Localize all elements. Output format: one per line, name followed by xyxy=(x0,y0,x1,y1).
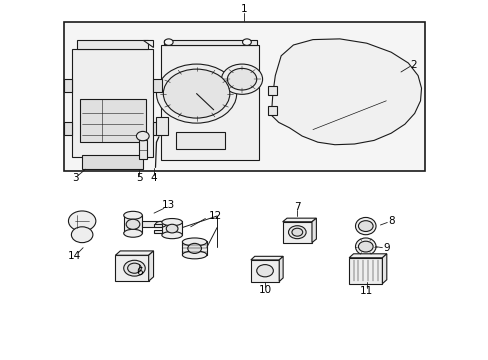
Bar xyxy=(161,45,259,160)
Circle shape xyxy=(164,39,173,45)
Polygon shape xyxy=(115,251,153,255)
Circle shape xyxy=(71,227,93,243)
Circle shape xyxy=(358,221,372,231)
Polygon shape xyxy=(348,254,386,258)
Text: 12: 12 xyxy=(208,211,222,221)
Circle shape xyxy=(187,243,201,253)
Text: 10: 10 xyxy=(258,285,271,295)
Circle shape xyxy=(123,260,145,276)
Bar xyxy=(267,106,276,115)
Polygon shape xyxy=(279,256,283,282)
Bar xyxy=(162,221,182,235)
Polygon shape xyxy=(382,254,386,284)
Circle shape xyxy=(156,64,236,123)
Bar xyxy=(139,140,146,159)
Bar xyxy=(153,224,162,227)
Circle shape xyxy=(127,263,141,273)
Polygon shape xyxy=(250,256,283,260)
Bar xyxy=(80,99,145,142)
Circle shape xyxy=(221,64,262,94)
Circle shape xyxy=(68,211,96,231)
Bar xyxy=(63,122,72,135)
Polygon shape xyxy=(271,39,421,145)
Text: 13: 13 xyxy=(162,200,175,210)
Circle shape xyxy=(291,228,302,236)
Bar xyxy=(267,86,276,95)
Ellipse shape xyxy=(162,219,182,226)
Bar xyxy=(153,79,162,92)
Bar xyxy=(348,258,382,284)
Text: 14: 14 xyxy=(68,251,81,261)
Bar xyxy=(63,79,72,92)
Text: 9: 9 xyxy=(382,243,389,253)
Bar xyxy=(153,230,162,233)
Circle shape xyxy=(227,68,256,90)
Ellipse shape xyxy=(123,211,142,219)
Text: 7: 7 xyxy=(293,202,300,212)
Text: 5: 5 xyxy=(136,173,142,183)
Bar xyxy=(77,40,148,49)
Text: 1: 1 xyxy=(241,4,247,14)
Circle shape xyxy=(166,224,178,233)
Ellipse shape xyxy=(355,238,375,255)
Circle shape xyxy=(136,131,149,141)
Circle shape xyxy=(242,39,251,45)
Ellipse shape xyxy=(123,229,142,237)
Bar xyxy=(63,22,425,171)
Bar xyxy=(123,215,142,233)
Circle shape xyxy=(126,219,140,229)
Polygon shape xyxy=(311,218,316,243)
Bar xyxy=(82,155,143,169)
Ellipse shape xyxy=(162,231,182,239)
Ellipse shape xyxy=(182,251,206,259)
Bar xyxy=(155,117,167,135)
Bar xyxy=(163,40,256,45)
Bar xyxy=(142,221,161,227)
Polygon shape xyxy=(282,218,316,222)
Ellipse shape xyxy=(182,238,206,246)
Bar xyxy=(153,122,162,135)
Circle shape xyxy=(358,241,372,252)
Bar xyxy=(250,260,279,282)
Bar xyxy=(115,255,148,281)
Text: 8: 8 xyxy=(387,216,394,226)
Bar xyxy=(72,49,153,157)
Bar xyxy=(176,132,224,149)
Text: 2: 2 xyxy=(409,60,416,70)
Bar xyxy=(182,241,206,255)
Text: 6: 6 xyxy=(136,267,142,277)
Circle shape xyxy=(163,69,229,118)
Text: 3: 3 xyxy=(72,173,79,183)
Ellipse shape xyxy=(355,217,375,235)
Circle shape xyxy=(256,265,273,277)
Bar xyxy=(282,222,311,243)
Text: 4: 4 xyxy=(150,173,157,183)
Ellipse shape xyxy=(155,221,166,227)
Text: 11: 11 xyxy=(359,286,373,296)
Circle shape xyxy=(288,226,305,239)
Polygon shape xyxy=(148,251,153,281)
Polygon shape xyxy=(143,40,153,47)
